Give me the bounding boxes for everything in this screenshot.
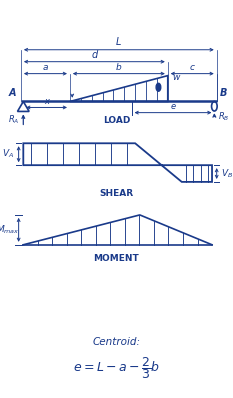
Text: $R_A$: $R_A$: [8, 113, 20, 126]
Text: L: L: [116, 37, 122, 47]
Text: c: c: [190, 63, 195, 72]
Text: w: w: [172, 73, 180, 82]
Text: MOMENT: MOMENT: [94, 254, 139, 263]
Text: e: e: [171, 102, 175, 111]
Text: b: b: [116, 63, 122, 72]
Text: A: A: [9, 88, 17, 98]
Text: a: a: [43, 63, 48, 72]
Text: d: d: [91, 50, 97, 60]
Text: $e = L - a - \dfrac{2}{3}b$: $e = L - a - \dfrac{2}{3}b$: [73, 355, 160, 381]
Text: SHEAR: SHEAR: [99, 189, 134, 198]
Text: B: B: [219, 88, 227, 98]
Text: $M_{max}$: $M_{max}$: [0, 224, 19, 236]
Text: LOAD: LOAD: [103, 116, 130, 125]
Text: Centroid:: Centroid:: [93, 337, 140, 347]
Text: $R_B$: $R_B$: [218, 111, 230, 123]
Text: x: x: [44, 97, 49, 106]
Circle shape: [156, 83, 161, 91]
Text: $V_B$: $V_B$: [221, 167, 233, 180]
Text: $V_A$: $V_A$: [2, 148, 14, 160]
